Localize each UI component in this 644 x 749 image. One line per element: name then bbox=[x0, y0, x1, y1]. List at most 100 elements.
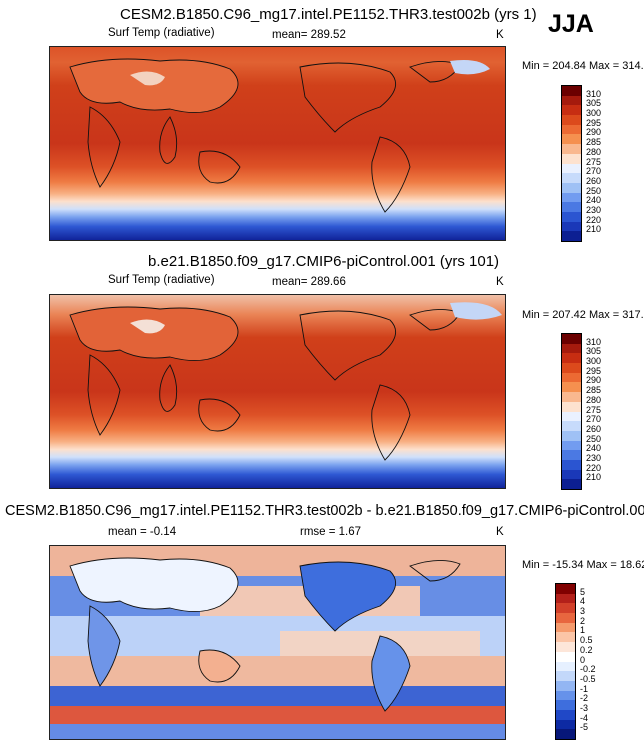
colorbar-swatch bbox=[556, 709, 575, 720]
colorbar-tick-label: -0.2 bbox=[580, 664, 596, 675]
colorbar-swatch bbox=[562, 105, 581, 116]
colorbar-tick-label: 285 bbox=[586, 137, 602, 148]
colorbar-swatch bbox=[556, 690, 575, 701]
colorbar-tick-label: 1 bbox=[580, 625, 586, 636]
colorbar-swatch bbox=[556, 719, 575, 730]
colorbar-swatch bbox=[562, 173, 581, 183]
colorbar-swatch bbox=[562, 372, 581, 383]
colorbar-tick-label: 3 bbox=[580, 606, 586, 617]
colorbar-swatch bbox=[556, 680, 575, 691]
colorbar-swatch bbox=[562, 202, 581, 212]
panel-2-mean: mean= 289.66 bbox=[272, 276, 346, 288]
panel-1-title: CESM2.B1850.C96_mg17.intel.PE1152.THR3.t… bbox=[120, 6, 537, 23]
panel-1-colorbar-labels: 310 305 300 295 290 285 280 275 270 260 250 240 230 2… bbox=[586, 85, 626, 240]
colorbar-tick-label: 305 bbox=[586, 346, 602, 357]
panel-1-mean: mean= 289.52 bbox=[272, 29, 346, 41]
colorbar-tick-label: -3 bbox=[580, 702, 589, 713]
colorbar-swatch bbox=[562, 153, 581, 164]
colorbar-swatch bbox=[562, 469, 581, 480]
colorbar-tick-label: -2 bbox=[580, 693, 589, 704]
colorbar-tick-label: 270 bbox=[586, 414, 602, 425]
panel-1-units: K bbox=[496, 29, 504, 41]
colorbar-swatch bbox=[562, 163, 581, 174]
colorbar-swatch bbox=[562, 95, 581, 106]
panel-3-field bbox=[50, 546, 505, 739]
panel-3-title: CESM2.B1850.C96_mg17.intel.PE1152.THR3.t… bbox=[5, 503, 644, 519]
colorbar-swatch bbox=[562, 392, 581, 402]
colorbar-tick-label: 220 bbox=[586, 214, 602, 225]
colorbar-swatch bbox=[562, 421, 581, 431]
colorbar-tick-label: 290 bbox=[586, 375, 602, 386]
colorbar-swatch bbox=[562, 211, 581, 222]
colorbar-tick-label: 295 bbox=[586, 365, 602, 376]
colorbar-tick-label: 305 bbox=[586, 98, 602, 109]
colorbar-swatch bbox=[562, 343, 581, 354]
colorbar-swatch bbox=[562, 134, 581, 145]
colorbar-swatch bbox=[562, 182, 581, 193]
colorbar-tick-label: 4 bbox=[580, 596, 586, 607]
colorbar-swatch bbox=[556, 651, 575, 662]
panel-1-map bbox=[49, 46, 506, 241]
colorbar-tick-label: 310 bbox=[586, 88, 602, 99]
colorbar-swatch bbox=[556, 700, 575, 710]
colorbar-swatch bbox=[562, 382, 581, 393]
colorbar-tick-label: 275 bbox=[586, 156, 602, 167]
colorbar-tick-label: 280 bbox=[586, 146, 602, 157]
colorbar-tick-label: 2 bbox=[580, 615, 586, 626]
colorbar-tick-label: 0 bbox=[580, 654, 586, 665]
panel-3-rmse: rmse = 1.67 bbox=[300, 526, 362, 538]
panel-3-colorbar bbox=[555, 583, 576, 740]
colorbar-tick-label: 210 bbox=[586, 472, 602, 483]
colorbar-swatch bbox=[556, 632, 575, 643]
panel-1-colorbar bbox=[561, 85, 582, 242]
colorbar-swatch bbox=[556, 593, 575, 604]
colorbar-tick-label: -5 bbox=[580, 722, 589, 733]
panel-3-mean: mean = -0.14 bbox=[108, 526, 177, 538]
colorbar-swatch bbox=[556, 671, 575, 681]
colorbar-swatch bbox=[562, 411, 581, 422]
colorbar-swatch bbox=[562, 440, 581, 451]
colorbar-swatch bbox=[562, 353, 581, 364]
colorbar-tick-label: 230 bbox=[586, 452, 602, 463]
colorbar-tick-label: -0.5 bbox=[580, 673, 596, 684]
colorbar-tick-label: 300 bbox=[586, 108, 602, 119]
colorbar-tick-label: 310 bbox=[586, 336, 602, 347]
colorbar-tick-label: 270 bbox=[586, 166, 602, 177]
colorbar-swatch bbox=[562, 334, 581, 344]
colorbar-swatch bbox=[556, 613, 575, 623]
colorbar-tick-label: 230 bbox=[586, 204, 602, 215]
colorbar-swatch bbox=[556, 642, 575, 652]
colorbar-tick-label: 280 bbox=[586, 394, 602, 405]
colorbar-tick-label: 275 bbox=[586, 404, 602, 415]
panel-3-map bbox=[49, 545, 506, 740]
colorbar-swatch bbox=[562, 479, 581, 489]
colorbar-tick-label: 240 bbox=[586, 443, 602, 454]
panel-1-field bbox=[50, 47, 505, 240]
panel-2-title: b.e21.B1850.f09_g17.CMIP6-piControl.001 … bbox=[148, 253, 500, 270]
colorbar-tick-label: -4 bbox=[580, 712, 589, 723]
colorbar-tick-label: 260 bbox=[586, 175, 602, 186]
panel-2-units: K bbox=[496, 276, 504, 288]
colorbar-tick-label: 300 bbox=[586, 356, 602, 367]
panel-2-map bbox=[49, 294, 506, 489]
colorbar-swatch bbox=[556, 729, 575, 739]
panel-2-colorbar-labels: 310 305 300 295 290 285 280 275 270 260 250 240 230 2… bbox=[586, 333, 626, 488]
colorbar-tick-label: 210 bbox=[586, 224, 602, 235]
colorbar-tick-label: 240 bbox=[586, 195, 602, 206]
colorbar-tick-label: 250 bbox=[586, 185, 602, 196]
colorbar-swatch bbox=[562, 115, 581, 125]
colorbar-swatch bbox=[562, 231, 581, 241]
colorbar-tick-label: 295 bbox=[586, 117, 602, 128]
panel-2-variable: Surf Temp (radiative) bbox=[108, 274, 215, 286]
season-label: JJA bbox=[548, 10, 594, 38]
colorbar-swatch bbox=[562, 124, 581, 135]
panel-2-field bbox=[50, 295, 505, 488]
panel-2-colorbar bbox=[561, 333, 582, 490]
colorbar-swatch bbox=[562, 192, 581, 203]
colorbar-tick-label: 0.2 bbox=[580, 644, 593, 655]
panel-1-variable: Surf Temp (radiative) bbox=[108, 27, 215, 39]
panel-3-minmax: Min = -15.34 Max = 18.62 bbox=[522, 559, 644, 571]
panel-2-minmax: Min = 207.42 Max = 317.59 bbox=[522, 309, 644, 321]
colorbar-swatch bbox=[562, 459, 581, 470]
colorbar-tick-label: 5 bbox=[580, 586, 586, 597]
